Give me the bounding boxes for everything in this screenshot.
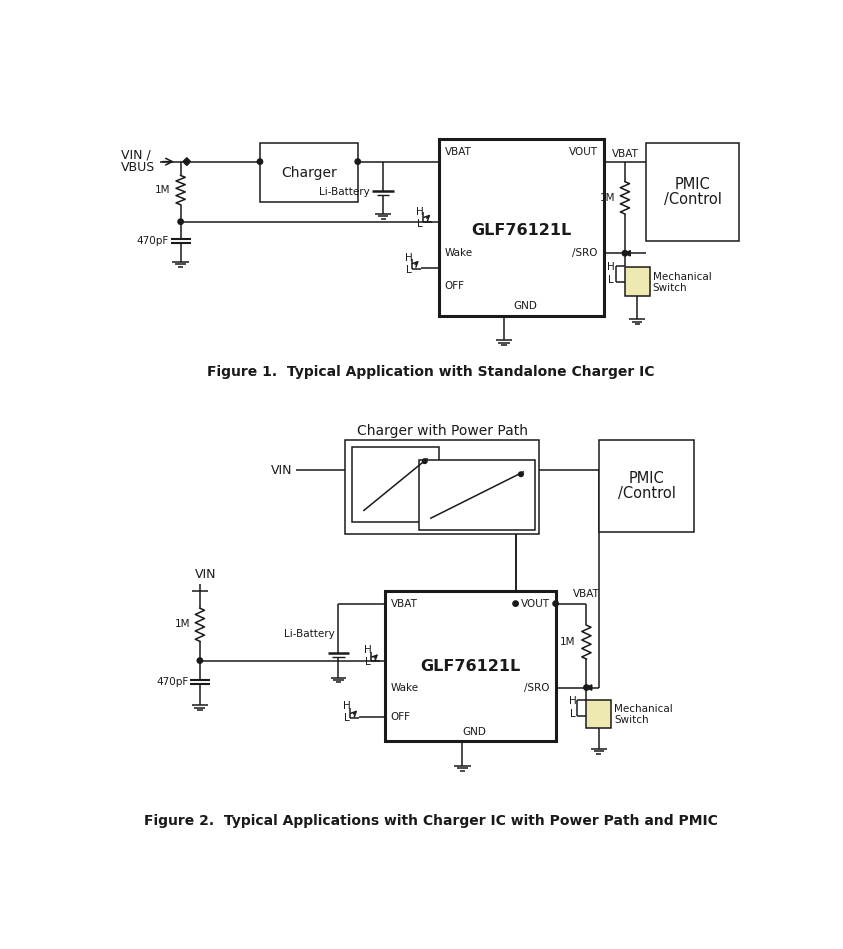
Text: VIN /: VIN / [121, 148, 151, 161]
Text: OFF: OFF [445, 281, 464, 290]
Text: Charger: Charger [281, 166, 336, 179]
Text: /Control: /Control [618, 486, 675, 501]
Text: /SRO: /SRO [524, 682, 550, 693]
Circle shape [513, 601, 518, 606]
Text: H: H [569, 697, 577, 706]
Text: Li-Battery: Li-Battery [319, 187, 369, 197]
Text: Figure 2.  Typical Applications with Charger IC with Power Path and PMIC: Figure 2. Typical Applications with Char… [144, 813, 718, 828]
Text: Switch: Switch [615, 715, 649, 725]
Text: 1M: 1M [599, 193, 615, 203]
Bar [625, 267, 650, 296]
Text: /SRO: /SRO [572, 249, 598, 258]
Bar [352, 447, 438, 522]
Bar [438, 140, 604, 316]
Text: H: H [405, 252, 412, 263]
Circle shape [178, 219, 183, 224]
Text: L: L [608, 275, 614, 286]
Circle shape [622, 251, 628, 256]
Text: PMIC: PMIC [629, 471, 664, 486]
Text: Charger with Power Path: Charger with Power Path [357, 424, 528, 438]
Text: VOUT: VOUT [569, 146, 598, 157]
Text: OFF: OFF [391, 712, 411, 722]
Bar [419, 460, 534, 530]
Text: VBAT: VBAT [573, 589, 600, 600]
Text: H: H [364, 644, 372, 655]
Text: L: L [365, 657, 371, 667]
Circle shape [355, 158, 361, 164]
Text: VBAT: VBAT [445, 146, 471, 157]
Text: GLF76121L: GLF76121L [420, 659, 520, 674]
Circle shape [422, 458, 427, 463]
Polygon shape [587, 685, 592, 690]
Text: 470pF: 470pF [156, 678, 188, 687]
Circle shape [553, 601, 558, 606]
Text: VBUS: VBUS [121, 161, 156, 175]
Polygon shape [625, 251, 631, 256]
Text: Figure 1.  Typical Application with Standalone Charger IC: Figure 1. Typical Application with Stand… [207, 364, 655, 379]
Text: Switch: Switch [652, 283, 687, 293]
Bar [599, 439, 695, 532]
Text: Mechanical: Mechanical [652, 272, 711, 282]
Text: Wake: Wake [391, 682, 419, 693]
Text: H: H [607, 262, 615, 272]
Text: VIN: VIN [195, 568, 216, 582]
Text: L: L [570, 710, 576, 719]
Bar [260, 143, 357, 202]
Text: Mechanical: Mechanical [615, 704, 673, 714]
Circle shape [518, 472, 524, 476]
Bar [587, 699, 611, 728]
Text: GND: GND [463, 727, 486, 737]
Bar [345, 439, 539, 533]
Text: 1M: 1M [560, 637, 576, 647]
Text: H: H [416, 207, 424, 216]
Text: VBAT: VBAT [391, 599, 418, 608]
Circle shape [583, 685, 589, 690]
Text: PMIC: PMIC [674, 177, 711, 192]
Text: H: H [343, 701, 351, 711]
Text: L: L [417, 219, 423, 229]
Text: VIN: VIN [271, 464, 293, 477]
Text: 1M: 1M [175, 620, 191, 629]
Text: Wake: Wake [445, 249, 473, 258]
Bar [647, 143, 738, 241]
Text: VOUT: VOUT [520, 599, 550, 608]
Text: Li-Battery: Li-Battery [284, 628, 335, 639]
Bar [384, 591, 556, 741]
Text: L: L [405, 265, 411, 275]
Text: GLF76121L: GLF76121L [471, 223, 572, 238]
Polygon shape [183, 158, 191, 165]
Text: /Control: /Control [663, 193, 722, 207]
Circle shape [197, 658, 202, 663]
Text: 1M: 1M [155, 185, 170, 195]
Text: L: L [344, 714, 350, 723]
Circle shape [257, 158, 263, 164]
Text: 470pF: 470pF [137, 236, 169, 246]
Text: GND: GND [513, 302, 538, 311]
Text: VBAT: VBAT [611, 149, 638, 158]
